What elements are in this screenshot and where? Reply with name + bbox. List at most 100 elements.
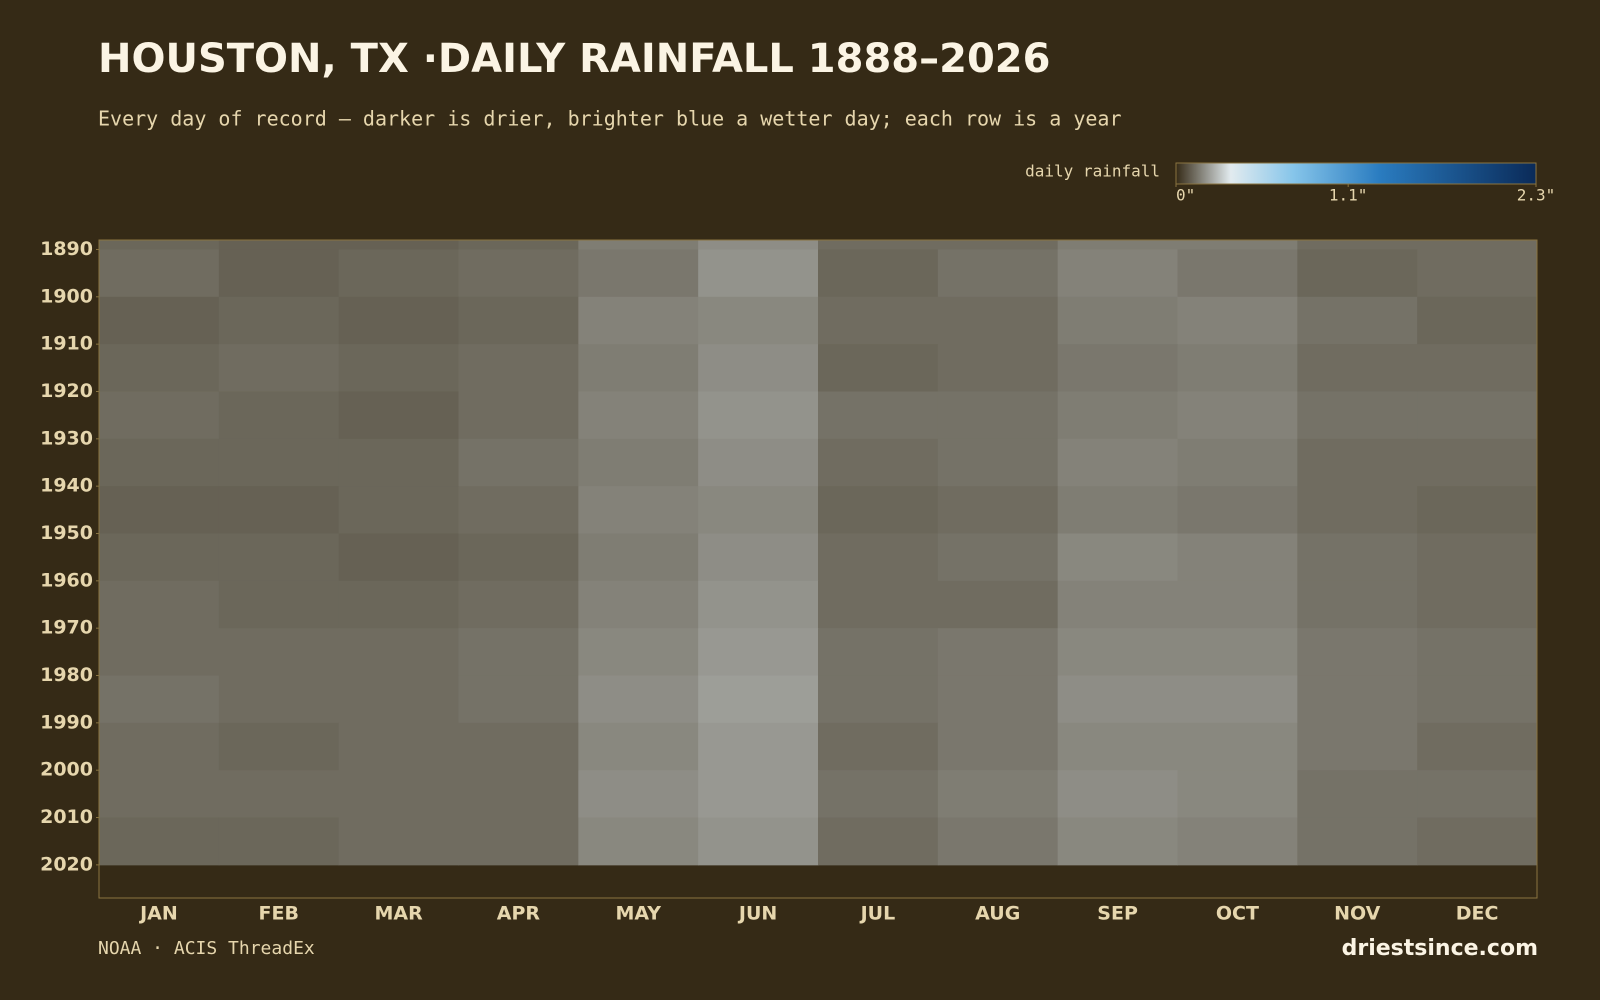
heat-cell — [338, 391, 459, 440]
heat-cell — [698, 770, 819, 819]
heat-cell — [1177, 533, 1298, 582]
heat-cell — [1297, 533, 1418, 582]
heat-cell — [818, 296, 939, 345]
heat-cell — [458, 675, 579, 724]
heat-cell — [1177, 770, 1298, 819]
heat-cell — [338, 486, 459, 534]
heat-cell — [1177, 249, 1298, 298]
heat-cell — [698, 580, 819, 629]
heat-cell — [99, 296, 220, 345]
heat-cell — [1297, 391, 1418, 440]
heat-cell — [818, 486, 939, 534]
heat-cell — [99, 722, 220, 771]
heat-cell — [698, 296, 819, 345]
heat-cell — [458, 296, 579, 345]
heat-cell — [338, 817, 459, 866]
heat-cell — [1297, 240, 1418, 250]
heat-cell — [698, 628, 819, 677]
heat-cell — [218, 722, 340, 771]
heat-cell — [458, 722, 579, 771]
legend-label: daily rainfall — [1025, 162, 1160, 181]
heat-cell — [937, 628, 1059, 677]
x-tick-label: FEB — [259, 903, 299, 925]
heat-cell — [458, 628, 579, 677]
heat-cell — [1057, 486, 1178, 534]
heat-cell — [1177, 722, 1298, 771]
y-tick-label: 1900 — [40, 285, 93, 307]
y-tick-label: 1960 — [40, 569, 93, 591]
y-tick-label: 1950 — [40, 522, 93, 544]
heat-cell — [338, 438, 459, 487]
heat-cell — [1297, 486, 1418, 534]
heat-cell — [1297, 817, 1418, 866]
heat-cell — [818, 438, 939, 487]
heat-cell — [818, 344, 939, 392]
heat-cell — [1417, 770, 1538, 819]
heat-cell — [1057, 249, 1178, 298]
heat-cell — [218, 438, 340, 487]
y-tick-label: 2020 — [40, 853, 93, 875]
heat-cell — [1057, 438, 1178, 487]
source: NOAA · ACIS ThreadEx — [98, 938, 315, 959]
heat-cell — [218, 391, 340, 440]
heat-cell — [698, 675, 819, 724]
heat-cell — [1417, 240, 1538, 250]
heat-cell — [937, 486, 1059, 534]
heat-cell — [338, 533, 459, 582]
heat-cell — [1057, 770, 1178, 819]
heat-cell — [1417, 628, 1538, 677]
heat-cell — [1177, 817, 1298, 866]
x-tick-label: JUN — [737, 903, 777, 925]
heat-cell — [99, 486, 220, 534]
heat-cell — [937, 533, 1059, 582]
heat-cell — [458, 770, 579, 819]
heat-cell — [937, 391, 1059, 440]
heat-cell — [578, 580, 699, 629]
heat-cell — [1297, 344, 1418, 392]
y-tick-label: 1920 — [40, 380, 93, 402]
heat-cell — [698, 438, 819, 487]
heat-cell — [937, 580, 1059, 629]
heat-cell — [1057, 817, 1178, 866]
heat-cell — [578, 391, 699, 440]
heat-cell — [218, 770, 340, 819]
heat-cell — [458, 240, 579, 250]
heat-cell — [1177, 296, 1298, 345]
heat-cell — [1177, 486, 1298, 534]
heat-cell — [1057, 391, 1178, 440]
heat-cell — [818, 580, 939, 629]
chart-title: HOUSTON, TX ·DAILY RAINFALL 1888–2026 — [98, 36, 1050, 82]
heat-cell — [937, 438, 1059, 487]
heat-cell — [1057, 628, 1178, 677]
heat-cell — [1177, 628, 1298, 677]
x-tick-label: DEC — [1456, 903, 1499, 925]
heat-cell — [818, 533, 939, 582]
heat-cell — [1417, 580, 1538, 629]
heat-cell — [698, 533, 819, 582]
heat-cell — [1177, 580, 1298, 629]
heat-cell — [1177, 438, 1298, 487]
heat-cell — [937, 240, 1059, 250]
x-tick-label: JUL — [859, 903, 896, 925]
heat-cell — [338, 344, 459, 392]
subtitle: Every day of record — darker is drier, b… — [98, 107, 1122, 131]
heat-cell — [1417, 438, 1538, 487]
heat-cell — [99, 817, 220, 866]
heat-cell — [1417, 249, 1538, 298]
heat-cell — [99, 580, 220, 629]
y-tick-label: 1890 — [40, 238, 93, 260]
heat-cell — [458, 817, 579, 866]
heat-cell — [818, 722, 939, 771]
plot-frame — [98, 239, 1538, 899]
x-tick-label: MAR — [374, 903, 423, 925]
heat-cell — [1057, 240, 1178, 250]
heat-cell — [99, 770, 220, 819]
heat-cell — [937, 249, 1059, 298]
y-tick-label: 1910 — [40, 333, 93, 355]
heat-cell — [818, 391, 939, 440]
heat-cell — [1417, 344, 1538, 392]
heat-cell — [458, 486, 579, 534]
y-tick-label: 1980 — [40, 664, 93, 686]
x-tick-label: APR — [497, 903, 541, 925]
heat-cell — [458, 391, 579, 440]
